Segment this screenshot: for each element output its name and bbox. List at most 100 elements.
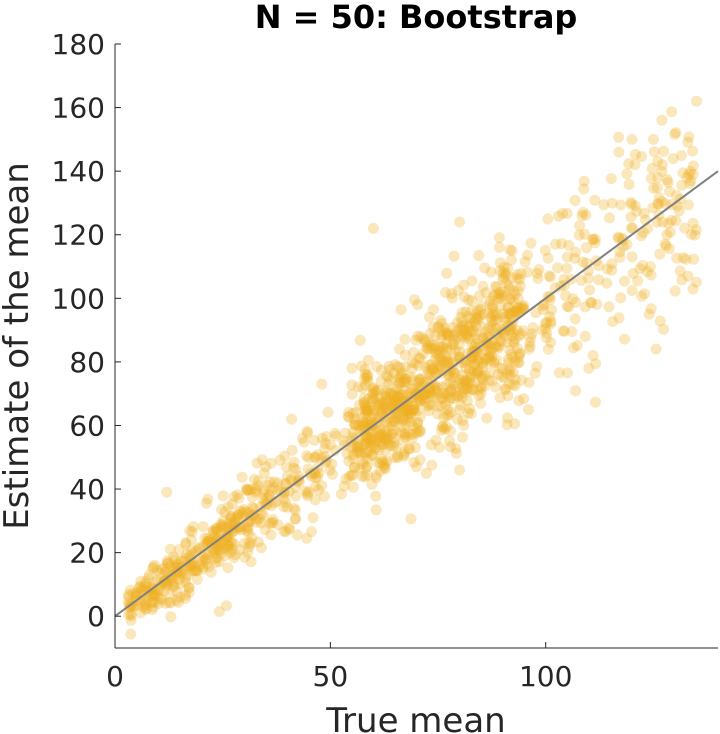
data-point: [241, 484, 253, 496]
data-point: [629, 148, 641, 160]
data-point: [508, 337, 520, 349]
data-point: [496, 363, 508, 374]
data-point: [377, 456, 389, 467]
data-point: [447, 364, 459, 376]
data-point: [524, 336, 536, 348]
data-point: [466, 338, 478, 350]
data-point: [376, 453, 388, 465]
data-point: [626, 198, 637, 210]
data-point: [561, 262, 573, 274]
data-point: [371, 456, 383, 468]
data-point: [359, 363, 371, 375]
data-point: [509, 306, 521, 318]
data-point: [183, 586, 195, 598]
data-point: [493, 362, 505, 374]
y-tick-label: 20: [69, 537, 105, 570]
data-point: [489, 314, 501, 326]
data-point: [497, 273, 509, 285]
data-point: [488, 357, 500, 369]
data-point: [356, 447, 368, 459]
data-point: [436, 325, 448, 337]
data-point: [450, 383, 462, 395]
data-point: [173, 544, 185, 556]
data-point: [690, 224, 702, 236]
data-point: [340, 427, 351, 439]
data-point: [196, 556, 208, 568]
data-point: [140, 579, 152, 590]
data-point: [458, 383, 470, 395]
data-point: [303, 486, 315, 498]
data-point: [351, 447, 363, 459]
data-point: [457, 381, 468, 392]
data-point: [246, 531, 258, 543]
data-point: [456, 357, 468, 369]
data-point: [502, 302, 514, 314]
data-point: [364, 404, 376, 416]
data-point: [445, 383, 457, 395]
data-point: [388, 397, 400, 409]
data-point: [613, 131, 625, 143]
reference-line: [114, 170, 719, 618]
data-point: [494, 335, 506, 347]
data-point: [465, 356, 477, 368]
data-point: [358, 420, 370, 432]
data-point: [464, 372, 476, 384]
data-point: [373, 391, 385, 403]
data-point: [430, 367, 441, 379]
data-point: [629, 200, 641, 212]
data-point: [187, 559, 199, 571]
data-point: [252, 536, 264, 548]
data-point: [307, 512, 319, 524]
data-point: [312, 471, 324, 483]
data-point: [288, 462, 299, 474]
data-point: [392, 450, 403, 462]
data-point: [445, 392, 457, 404]
data-point: [419, 389, 431, 401]
data-point: [389, 386, 401, 398]
data-point: [408, 400, 420, 412]
data-point: [228, 520, 240, 531]
data-point: [190, 564, 202, 576]
data-point: [370, 490, 382, 502]
data-point: [503, 363, 515, 375]
data-point: [400, 398, 412, 410]
data-point: [589, 237, 601, 249]
data-point: [626, 285, 638, 296]
data-point: [490, 340, 502, 352]
data-point: [453, 339, 465, 351]
data-point: [446, 288, 457, 300]
data-point: [381, 455, 393, 467]
data-point: [335, 488, 347, 500]
data-point: [459, 375, 471, 387]
data-point: [266, 517, 277, 528]
data-point: [377, 399, 389, 411]
data-point: [472, 365, 484, 377]
data-point: [405, 408, 417, 420]
data-point: [222, 562, 234, 574]
data-point: [674, 265, 686, 277]
data-point: [650, 343, 662, 355]
data-point: [683, 168, 695, 180]
data-point: [502, 308, 514, 320]
data-point: [226, 498, 238, 510]
data-point: [251, 516, 262, 528]
data-point: [210, 557, 222, 568]
data-point: [340, 473, 352, 485]
data-point: [363, 401, 375, 413]
data-point: [513, 357, 525, 369]
data-point: [607, 316, 619, 327]
data-point: [124, 602, 136, 613]
data-point: [229, 549, 241, 561]
data-point: [267, 517, 279, 529]
data-point: [399, 428, 410, 440]
data-point: [512, 285, 524, 297]
data-point: [329, 444, 341, 456]
data-point: [587, 233, 599, 245]
data-point: [207, 525, 219, 537]
data-point: [394, 343, 405, 355]
data-point: [579, 301, 591, 313]
data-point: [578, 183, 590, 195]
data-point: [283, 522, 295, 534]
data-point: [388, 389, 400, 400]
data-point: [477, 280, 489, 292]
